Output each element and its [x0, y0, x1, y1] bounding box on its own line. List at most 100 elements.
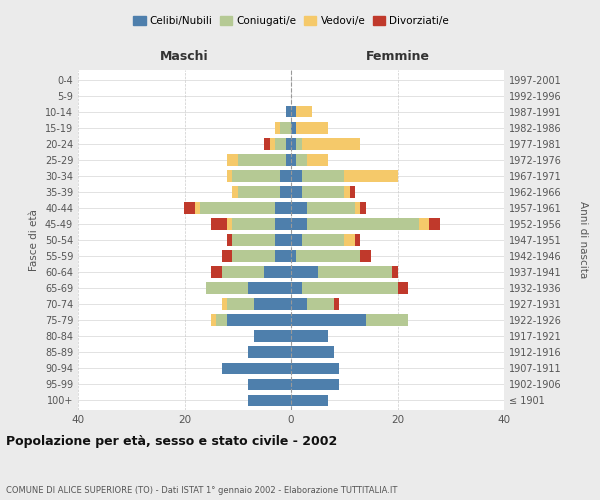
- Bar: [248, 346, 291, 358]
- Bar: [211, 218, 227, 230]
- Bar: [275, 202, 291, 213]
- Bar: [344, 234, 355, 246]
- Bar: [296, 122, 328, 134]
- Bar: [185, 202, 195, 213]
- Bar: [275, 250, 291, 262]
- Bar: [307, 154, 328, 166]
- Bar: [307, 298, 334, 310]
- Text: Maschi: Maschi: [160, 50, 209, 63]
- Y-axis label: Fasce di età: Fasce di età: [29, 209, 39, 271]
- Bar: [227, 218, 232, 230]
- Bar: [211, 266, 222, 278]
- Bar: [248, 394, 291, 406]
- Bar: [206, 282, 248, 294]
- Bar: [232, 234, 275, 246]
- Bar: [286, 138, 291, 149]
- Bar: [265, 266, 291, 278]
- Bar: [291, 378, 339, 390]
- Bar: [265, 138, 270, 149]
- Bar: [291, 394, 328, 406]
- Bar: [360, 250, 371, 262]
- Bar: [296, 138, 302, 149]
- Bar: [217, 314, 227, 326]
- Bar: [280, 122, 291, 134]
- Bar: [291, 266, 317, 278]
- Text: Femmine: Femmine: [365, 50, 430, 63]
- Text: Popolazione per età, sesso e stato civile - 2002: Popolazione per età, sesso e stato civil…: [6, 434, 337, 448]
- Bar: [291, 282, 302, 294]
- Bar: [307, 218, 419, 230]
- Bar: [291, 362, 339, 374]
- Bar: [398, 282, 408, 294]
- Bar: [291, 154, 296, 166]
- Bar: [317, 266, 392, 278]
- Bar: [275, 234, 291, 246]
- Bar: [195, 202, 200, 213]
- Bar: [291, 138, 296, 149]
- Bar: [248, 378, 291, 390]
- Bar: [286, 106, 291, 118]
- Bar: [392, 266, 398, 278]
- Bar: [291, 346, 334, 358]
- Bar: [211, 314, 217, 326]
- Bar: [307, 202, 355, 213]
- Bar: [291, 314, 365, 326]
- Bar: [275, 122, 280, 134]
- Bar: [254, 298, 291, 310]
- Bar: [419, 218, 430, 230]
- Bar: [291, 186, 302, 198]
- Bar: [360, 202, 365, 213]
- Bar: [270, 138, 275, 149]
- Bar: [355, 202, 360, 213]
- Bar: [227, 298, 254, 310]
- Bar: [291, 170, 302, 181]
- Bar: [291, 234, 302, 246]
- Bar: [291, 298, 307, 310]
- Bar: [302, 138, 360, 149]
- Bar: [296, 250, 360, 262]
- Legend: Celibi/Nubili, Coniugati/e, Vedovi/e, Divorziati/e: Celibi/Nubili, Coniugati/e, Vedovi/e, Di…: [131, 14, 451, 28]
- Bar: [280, 170, 291, 181]
- Bar: [291, 330, 328, 342]
- Bar: [291, 218, 307, 230]
- Bar: [280, 186, 291, 198]
- Bar: [238, 186, 280, 198]
- Y-axis label: Anni di nascita: Anni di nascita: [578, 202, 589, 278]
- Bar: [200, 202, 275, 213]
- Bar: [291, 122, 296, 134]
- Bar: [232, 218, 275, 230]
- Bar: [296, 106, 313, 118]
- Bar: [334, 298, 339, 310]
- Bar: [227, 314, 291, 326]
- Bar: [222, 266, 265, 278]
- Bar: [302, 186, 344, 198]
- Bar: [232, 186, 238, 198]
- Bar: [296, 154, 307, 166]
- Bar: [355, 234, 360, 246]
- Bar: [227, 154, 238, 166]
- Bar: [227, 170, 232, 181]
- Bar: [248, 282, 291, 294]
- Bar: [238, 154, 286, 166]
- Bar: [227, 234, 232, 246]
- Bar: [291, 202, 307, 213]
- Bar: [302, 282, 398, 294]
- Bar: [286, 154, 291, 166]
- Bar: [232, 170, 280, 181]
- Bar: [365, 314, 408, 326]
- Bar: [232, 250, 275, 262]
- Bar: [344, 170, 398, 181]
- Bar: [302, 234, 344, 246]
- Bar: [344, 186, 350, 198]
- Bar: [222, 250, 232, 262]
- Bar: [302, 170, 344, 181]
- Bar: [275, 138, 286, 149]
- Bar: [430, 218, 440, 230]
- Text: COMUNE DI ALICE SUPERIORE (TO) - Dati ISTAT 1° gennaio 2002 - Elaborazione TUTTI: COMUNE DI ALICE SUPERIORE (TO) - Dati IS…: [6, 486, 397, 495]
- Bar: [222, 298, 227, 310]
- Bar: [350, 186, 355, 198]
- Bar: [291, 250, 296, 262]
- Bar: [254, 330, 291, 342]
- Bar: [291, 106, 296, 118]
- Bar: [222, 362, 291, 374]
